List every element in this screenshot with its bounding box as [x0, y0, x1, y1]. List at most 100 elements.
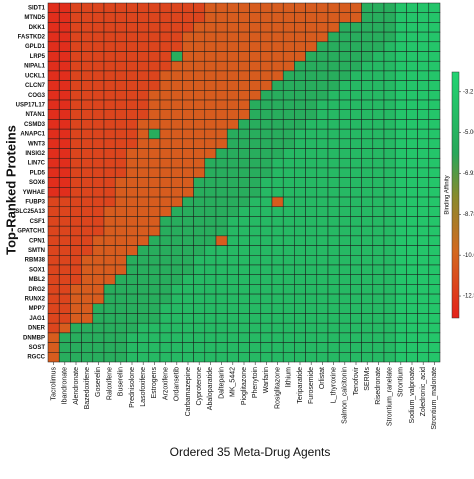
heatmap-cell	[47, 322, 60, 334]
heatmap-cell	[103, 109, 116, 120]
heatmap-cell	[226, 51, 239, 62]
heatmap-cell	[316, 22, 329, 33]
heatmap-cell	[204, 60, 217, 72]
heatmap-cell	[193, 313, 206, 324]
y-tick-label: DKK1	[29, 25, 46, 31]
heatmap-cell	[47, 284, 60, 295]
heatmap-cell	[47, 31, 60, 43]
heatmap-cell	[428, 51, 441, 62]
heatmap-cell	[114, 157, 127, 169]
heatmap-cell	[417, 293, 430, 305]
heatmap-cell	[260, 80, 273, 91]
x-tick-label: lithium	[286, 367, 293, 387]
x-tick-label: Sodium_valproate	[409, 367, 416, 424]
heatmap-cell	[193, 332, 206, 343]
heatmap-cell	[350, 177, 362, 188]
heatmap-cell	[249, 31, 262, 43]
heatmap-cell	[249, 177, 262, 188]
heatmap-cell	[170, 245, 183, 256]
heatmap-cell	[249, 167, 262, 178]
heatmap-cell	[92, 41, 105, 52]
heatmap-cell	[58, 293, 71, 305]
heatmap-cell	[70, 167, 82, 178]
heatmap-cell	[47, 109, 60, 120]
heatmap-cell	[282, 313, 295, 324]
heatmap-cell	[271, 177, 284, 188]
heatmap-cell	[327, 225, 340, 237]
heatmap-cell	[305, 41, 318, 52]
heatmap-cell	[193, 187, 206, 198]
heatmap-cell	[327, 196, 340, 208]
heatmap-cell	[350, 245, 362, 256]
heatmap-cell	[249, 99, 262, 110]
heatmap-cell	[383, 216, 396, 227]
heatmap-cell	[338, 128, 351, 140]
heatmap-cell	[394, 206, 407, 217]
heatmap-cell	[148, 352, 161, 363]
heatmap-cell	[305, 322, 318, 334]
heatmap-cell	[316, 322, 329, 334]
heatmap-cell	[226, 196, 239, 208]
heatmap-cell	[338, 99, 351, 110]
heatmap-cell	[159, 274, 172, 285]
heatmap-cell	[137, 22, 150, 33]
heatmap-cell	[47, 138, 60, 149]
heatmap-cell	[92, 12, 105, 23]
heatmap-cell	[305, 264, 318, 275]
heatmap-cell	[406, 177, 418, 188]
heatmap-cell	[193, 2, 206, 13]
heatmap-cell	[81, 274, 94, 285]
heatmap-cell	[406, 352, 418, 363]
heatmap-cell	[81, 293, 94, 305]
x-tick-label: Arzoxifene	[162, 367, 169, 400]
heatmap-cell	[204, 225, 217, 237]
heatmap-cell	[260, 177, 273, 188]
heatmap-cell	[406, 60, 418, 72]
heatmap-cell	[92, 138, 105, 149]
heatmap-cell	[170, 313, 183, 324]
heatmap-cell	[361, 206, 374, 217]
heatmap-cell	[204, 255, 217, 266]
heatmap-cell	[204, 322, 217, 334]
heatmap-cell	[92, 352, 105, 363]
heatmap-cell	[294, 138, 306, 149]
heatmap-cell	[193, 138, 206, 149]
heatmap-cell	[215, 177, 228, 188]
heatmap-cell	[428, 235, 441, 246]
heatmap-cell	[47, 255, 60, 266]
heatmap-cell	[282, 322, 295, 334]
heatmap-cell	[338, 264, 351, 275]
heatmap-cell	[394, 80, 407, 91]
heatmap-cell	[249, 119, 262, 130]
heatmap-cell	[338, 293, 351, 305]
heatmap-cell	[350, 148, 362, 159]
heatmap-cell	[383, 128, 396, 140]
heatmap-cell	[114, 216, 127, 227]
y-tick-label: ANAPC1	[20, 132, 45, 138]
heatmap-cell	[182, 90, 194, 101]
heatmap-cell	[126, 167, 138, 178]
heatmap-cell	[70, 313, 82, 324]
heatmap-cell	[428, 255, 441, 266]
heatmap-cell	[305, 12, 318, 23]
heatmap-cell	[271, 2, 284, 13]
heatmap-cell	[361, 274, 374, 285]
heatmap-cell	[204, 138, 217, 149]
heatmap-cell	[204, 177, 217, 188]
heatmap-cell	[383, 80, 396, 91]
heatmap-cell	[294, 128, 306, 140]
heatmap-cell	[417, 51, 430, 62]
heatmap-cell	[316, 313, 329, 324]
heatmap-cell	[316, 293, 329, 305]
heatmap-cell	[327, 2, 340, 13]
heatmap-cell	[81, 225, 94, 237]
heatmap-cell	[114, 70, 127, 81]
heatmap-cell	[193, 70, 206, 81]
heatmap-cell	[361, 148, 374, 159]
heatmap-cell	[159, 303, 172, 314]
heatmap-cell	[58, 148, 71, 159]
heatmap-cell	[294, 303, 306, 314]
heatmap-cell	[114, 109, 127, 120]
heatmap-cell	[238, 293, 250, 305]
heatmap-cell	[204, 235, 217, 246]
